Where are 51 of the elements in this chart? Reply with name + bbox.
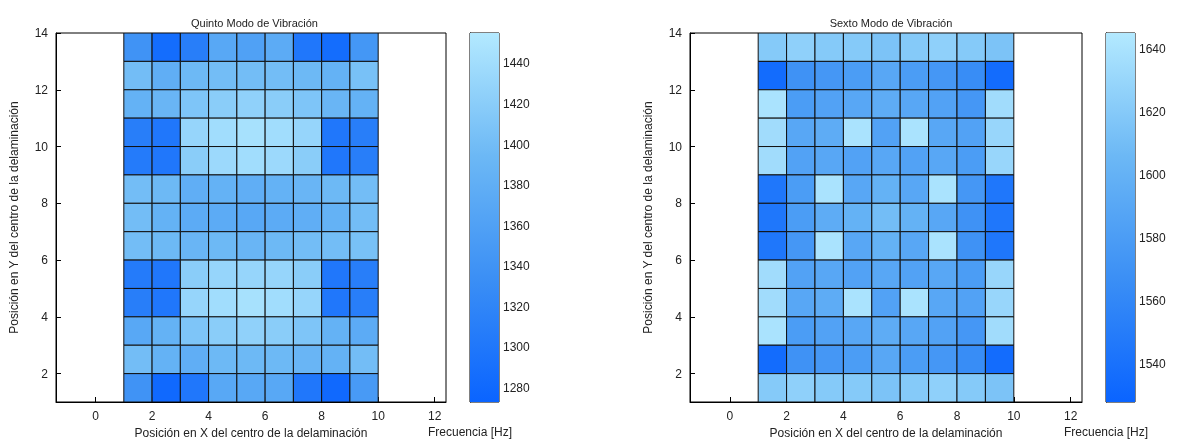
y-tick-label: 2 bbox=[41, 366, 49, 381]
y-axis-title: Posición en Y del centro de la delaminación bbox=[641, 101, 655, 334]
color-bar-label: 1600 bbox=[1139, 167, 1167, 182]
y-tick-label: 14 bbox=[34, 26, 49, 40]
y-tick-label: 4 bbox=[675, 309, 683, 324]
color-bar-label: 1360 bbox=[503, 218, 531, 233]
color-bar-label: 1440 bbox=[503, 56, 531, 71]
y-tick-label: 8 bbox=[41, 196, 49, 211]
x-axis-title: Posición en X del centro de la delaminación bbox=[769, 425, 1003, 440]
y-tick-label: 2 bbox=[675, 366, 683, 381]
color-bar-label: 1620 bbox=[1139, 104, 1167, 119]
y-tick-label: 12 bbox=[34, 82, 49, 97]
color-bar-label: 1560 bbox=[1139, 294, 1167, 309]
color-bar-title: Frecuencia [Hz] bbox=[1063, 425, 1149, 439]
color-bar-label: 1340 bbox=[503, 259, 531, 274]
chart-title: Quinto Modo de Vibración bbox=[191, 16, 318, 29]
color-bar-label: 1400 bbox=[503, 137, 531, 152]
color-bar-label: 1280 bbox=[503, 380, 531, 395]
color-bar-label: 1420 bbox=[503, 96, 531, 111]
x-tick-label: 6 bbox=[896, 409, 904, 423]
y-tick-label: 6 bbox=[675, 253, 683, 268]
x-tick-label: 2 bbox=[783, 409, 791, 423]
color-bar-label: 1580 bbox=[1139, 231, 1167, 245]
chart-title: Sexto Modo de Vibración bbox=[829, 16, 953, 29]
x-tick-label: 4 bbox=[205, 409, 213, 423]
color-bar-label: 1300 bbox=[503, 340, 531, 355]
y-tick-label: 8 bbox=[675, 196, 683, 211]
y-tick-label: 12 bbox=[668, 82, 683, 97]
x-axis-title: Posición en X del centro de la delaminación bbox=[134, 425, 368, 440]
x-tick-label: 10 bbox=[1007, 409, 1021, 423]
x-tick-label: 12 bbox=[428, 409, 442, 423]
x-tick-label: 2 bbox=[148, 409, 156, 423]
y-axis-title: Posición en Y del centro de la delaminación bbox=[7, 101, 21, 334]
x-tick-label: 4 bbox=[840, 409, 848, 423]
y-tick-label: 14 bbox=[668, 26, 683, 40]
y-tick-label: 6 bbox=[41, 253, 49, 268]
color-bar-label: 1640 bbox=[1139, 41, 1167, 56]
y-tick-label: 10 bbox=[34, 139, 49, 154]
x-tick-label: 12 bbox=[1063, 409, 1078, 423]
y-tick-label: 4 bbox=[41, 309, 49, 324]
x-tick-label: 8 bbox=[318, 409, 326, 423]
x-tick-label: 0 bbox=[92, 409, 100, 423]
x-tick-label: 10 bbox=[371, 409, 386, 423]
x-tick-label: 0 bbox=[726, 409, 734, 423]
color-bar-label: 1380 bbox=[503, 178, 531, 193]
color-bar-title: Frecuencia [Hz] bbox=[427, 425, 513, 439]
color-bar-label: 1320 bbox=[503, 299, 531, 314]
x-tick-label: 6 bbox=[261, 409, 269, 423]
color-bar-label: 1540 bbox=[1139, 357, 1167, 372]
x-tick-label: 8 bbox=[953, 409, 961, 423]
y-tick-label: 10 bbox=[668, 139, 683, 154]
